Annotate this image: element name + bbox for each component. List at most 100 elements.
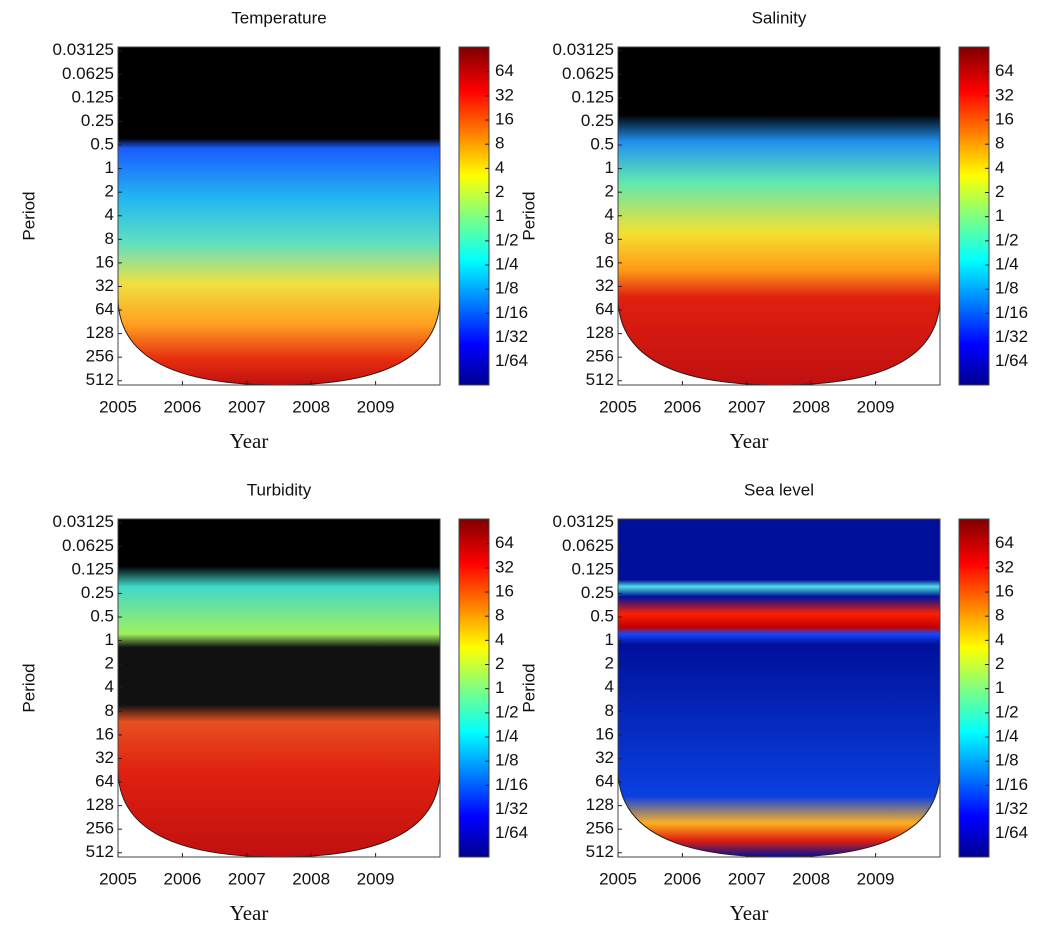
x-tick-label: 2005 [599,397,637,416]
colorbar-tick-label: 32 [495,85,514,104]
y-tick-label: 0.0625 [562,64,614,83]
colorbar-tick-label: 2 [495,654,504,673]
colorbar [458,518,490,858]
y-tick-label: 0.25 [81,111,114,130]
y-tick-label: 128 [86,323,114,342]
x-axis-label: Year [730,901,769,925]
colorbar-tick-label: 1 [495,678,504,697]
x-tick-label: 2009 [357,397,395,416]
y-tick-label: 1 [105,630,114,649]
panel-title: Temperature [231,8,326,27]
colorbar-tick-label: 8 [995,606,1004,625]
x-tick-label: 2006 [663,869,701,888]
y-tick-label: 32 [595,276,614,295]
x-axis-label: Year [230,429,269,453]
colorbar-tick-label: 16 [995,110,1014,129]
colorbar-tick-label: 1/4 [495,254,519,273]
x-tick-label: 2005 [599,869,637,888]
x-tick-label: 2007 [228,397,266,416]
colorbar-tick-label: 64 [995,533,1014,552]
panel-title: Salinity [752,8,807,27]
y-tick-label: 0.03125 [53,512,114,531]
y-tick-label: 1 [105,158,114,177]
y-tick-label: 4 [605,205,614,224]
colorbar-tick-label: 1/8 [495,279,519,298]
y-tick-label: 16 [595,252,614,271]
y-axis-label: Period [19,663,38,712]
y-tick-label: 16 [595,724,614,743]
y-tick-label: 8 [605,229,614,248]
x-tick-label: 2007 [228,869,266,888]
colorbar-tick-label: 1/64 [495,823,528,842]
colorbar-tick-label: 32 [995,85,1014,104]
y-tick-label: 512 [86,370,114,389]
spectrum [617,46,941,386]
x-axis-label: Year [730,429,769,453]
colorbar-tick-label: 1/16 [995,303,1028,322]
colorbar-tick-label: 1/4 [995,254,1019,273]
spectrum [617,518,941,858]
y-tick-label: 256 [586,347,614,366]
x-tick-label: 2005 [99,397,137,416]
colorbar-tick-label: 1/64 [995,351,1028,370]
colorbar-tick-label: 32 [995,557,1014,576]
colorbar-tick-label: 4 [995,158,1004,177]
y-tick-label: 0.125 [571,87,614,106]
colorbar-tick-label: 1/8 [495,751,519,770]
colorbar-tick-label: 4 [995,630,1004,649]
colorbar-tick-label: 1/64 [995,823,1028,842]
x-tick-label: 2007 [728,397,766,416]
y-tick-label: 1 [605,630,614,649]
colorbar [958,46,990,386]
spectrum [117,518,441,858]
y-tick-label: 0.0625 [562,536,614,555]
colorbar-tick-label: 64 [495,61,514,80]
colorbar-tick-label: 1/32 [495,327,528,346]
x-tick-label: 2005 [99,869,137,888]
x-tick-label: 2006 [163,869,201,888]
x-tick-label: 2006 [163,397,201,416]
y-tick-label: 0.5 [590,607,614,626]
colorbar-tick-label: 1 [495,206,504,225]
colorbar-tick-label: 2 [995,182,1004,201]
y-tick-label: 128 [586,795,614,814]
colorbar-tick-label: 8 [995,134,1004,153]
spectrum [117,46,441,386]
colorbar-tick-label: 16 [995,582,1014,601]
colorbar-tick-label: 1 [995,206,1004,225]
colorbar-tick-label: 8 [495,606,504,625]
y-axis-label: Period [19,191,38,240]
y-tick-label: 64 [95,300,114,319]
y-tick-label: 1 [605,158,614,177]
y-tick-label: 512 [586,370,614,389]
y-tick-label: 2 [605,182,614,201]
colorbar [958,518,990,858]
y-tick-label: 4 [105,205,114,224]
y-axis-label: Period [519,191,538,240]
y-tick-label: 64 [595,772,614,791]
colorbar-tick-label: 1/8 [995,279,1019,298]
y-tick-label: 0.25 [581,583,614,602]
colorbar-tick-label: 1/32 [995,327,1028,346]
y-tick-label: 0.25 [81,583,114,602]
x-tick-label: 2009 [357,869,395,888]
colorbar-tick-label: 1/2 [995,702,1019,721]
y-tick-label: 8 [605,701,614,720]
colorbar-tick-label: 4 [495,158,504,177]
colorbar-tick-label: 1/32 [495,799,528,818]
y-tick-label: 0.03125 [53,40,114,59]
colorbar-tick-label: 8 [495,134,504,153]
colorbar-tick-label: 1/16 [495,303,528,322]
y-tick-label: 128 [586,323,614,342]
colorbar-tick-label: 32 [495,557,514,576]
x-tick-label: 2008 [792,869,830,888]
y-tick-label: 256 [586,819,614,838]
y-tick-label: 32 [95,748,114,767]
colorbar-tick-label: 64 [995,61,1014,80]
x-tick-label: 2008 [292,869,330,888]
colorbar-tick-label: 1 [995,678,1004,697]
x-tick-label: 2009 [857,869,895,888]
colorbar [458,46,490,386]
y-tick-label: 4 [105,677,114,696]
